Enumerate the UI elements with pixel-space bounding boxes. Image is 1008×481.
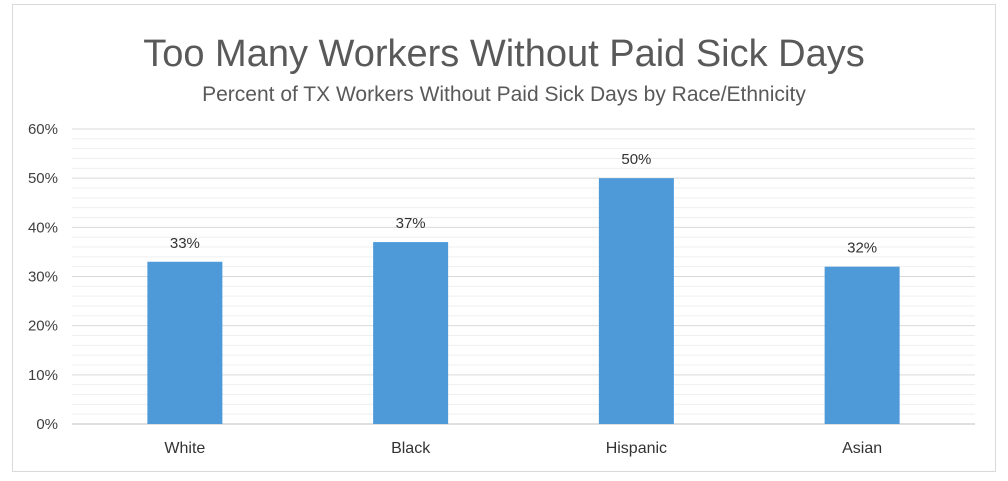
y-tick-label: 60% [28, 121, 58, 138]
major-gridlines [72, 128, 975, 425]
bar [824, 266, 900, 424]
y-axis-ticks: 0% 10% 20% 30% 40% 50% 60% [28, 121, 58, 433]
data-label: 50% [621, 151, 651, 168]
data-label: 37% [396, 215, 426, 232]
category-label: Hispanic [606, 440, 667, 457]
minor-gridlines [72, 138, 975, 415]
chart-subtitle: Percent of TX Workers Without Paid Sick … [202, 83, 806, 106]
bar [598, 178, 674, 424]
data-labels: 33% 37% 50% 32% [170, 151, 877, 257]
y-tick-label: 10% [28, 367, 58, 384]
y-tick-label: 20% [28, 318, 58, 335]
bar [147, 261, 223, 424]
y-tick-label: 0% [36, 416, 58, 433]
y-tick-label: 50% [28, 170, 58, 187]
chart-title: Too Many Workers Without Paid Sick Days [143, 33, 865, 75]
category-labels: White Black Hispanic Asian [164, 440, 882, 457]
category-label: White [164, 440, 205, 457]
category-label: Black [391, 440, 431, 457]
bars [147, 178, 900, 424]
category-label: Asian [842, 440, 882, 457]
y-tick-label: 30% [28, 269, 58, 286]
data-label: 33% [170, 235, 200, 252]
bar [373, 242, 449, 424]
y-tick-label: 40% [28, 219, 58, 236]
data-label: 32% [847, 240, 877, 257]
